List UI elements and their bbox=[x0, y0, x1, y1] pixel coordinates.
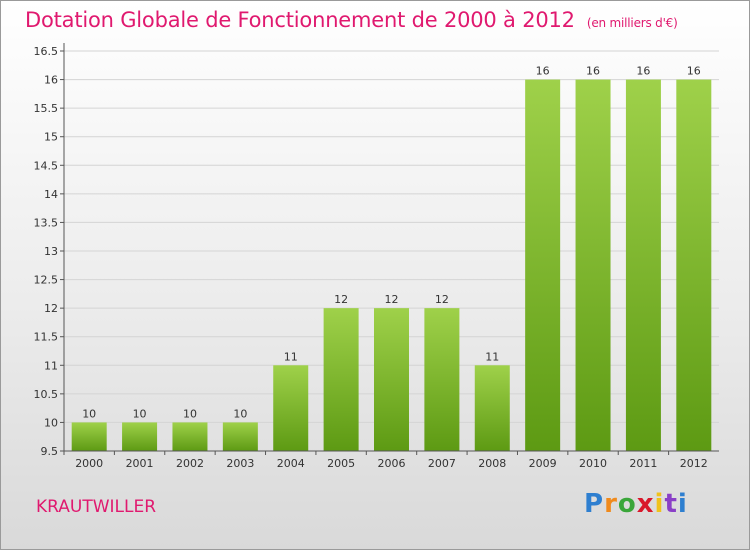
logo-letter: P bbox=[584, 489, 605, 519]
y-tick-label: 15 bbox=[44, 131, 58, 144]
bar bbox=[172, 422, 208, 451]
x-tick-label: 2007 bbox=[428, 457, 456, 470]
data-labels: 10 10 10 10 11 12 12 12 11 16 16 16 16 bbox=[82, 65, 701, 421]
y-axis-ticks: 9.5 10 10.5 11 11.5 12 12.5 13 13.5 14 14.5 15 15.5 1… bbox=[34, 45, 64, 458]
y-tick-label: 13.5 bbox=[34, 216, 59, 229]
y-tick-label: 11.5 bbox=[34, 331, 59, 344]
y-tick-label: 14.5 bbox=[34, 159, 59, 172]
bar bbox=[424, 308, 460, 451]
data-label: 12 bbox=[334, 293, 348, 306]
y-tick-label: 9.5 bbox=[41, 445, 59, 458]
data-label: 11 bbox=[284, 350, 298, 363]
y-tick-label: 16 bbox=[44, 74, 58, 87]
bar bbox=[525, 79, 561, 452]
bar bbox=[575, 79, 611, 452]
y-tick-label: 14 bbox=[44, 188, 58, 201]
data-label: 16 bbox=[536, 65, 550, 78]
x-axis-ticks: 2000 2001 2002 2003 2004 2005 2006 2007 2008 2009… bbox=[63, 451, 708, 470]
x-tick-label: 2011 bbox=[629, 457, 657, 470]
y-tick-label: 16.5 bbox=[34, 45, 59, 58]
proxiti-logo: Proxiti bbox=[584, 489, 688, 519]
x-tick-label: 2003 bbox=[226, 457, 254, 470]
y-tick-label: 10.5 bbox=[34, 388, 59, 401]
data-label: 16 bbox=[636, 65, 650, 78]
data-label: 10 bbox=[82, 407, 96, 420]
bar bbox=[323, 308, 359, 451]
logo-letter: r bbox=[604, 489, 618, 519]
y-tick-label: 12 bbox=[44, 302, 58, 315]
bar bbox=[222, 422, 258, 451]
x-tick-label: 2004 bbox=[277, 457, 305, 470]
data-label: 10 bbox=[183, 407, 197, 420]
data-label: 16 bbox=[687, 65, 701, 78]
logo-letter: o bbox=[617, 489, 637, 519]
y-tick-label: 11 bbox=[44, 359, 58, 372]
data-label: 10 bbox=[133, 407, 147, 420]
logo-letter: t bbox=[664, 489, 678, 519]
data-label: 12 bbox=[385, 293, 399, 306]
bar bbox=[474, 365, 510, 451]
data-label: 11 bbox=[485, 350, 499, 363]
bar bbox=[625, 79, 661, 452]
x-tick-label: 2000 bbox=[75, 457, 103, 470]
x-tick-label: 2012 bbox=[680, 457, 708, 470]
logo-letter: x bbox=[636, 489, 655, 519]
bar bbox=[122, 422, 158, 451]
x-tick-label: 2010 bbox=[579, 457, 607, 470]
chart-title-text: Dotation Globale de Fonctionnement de 20… bbox=[25, 8, 575, 32]
data-label: 12 bbox=[435, 293, 449, 306]
bar bbox=[374, 308, 409, 451]
x-tick-label: 2006 bbox=[378, 457, 406, 470]
bars bbox=[71, 79, 712, 452]
y-tick-label: 15.5 bbox=[34, 102, 59, 115]
bar bbox=[676, 79, 712, 452]
chart-title: Dotation Globale de Fonctionnement de 20… bbox=[25, 8, 678, 32]
y-tick-label: 13 bbox=[44, 245, 58, 258]
chart-unit: (en milliers d'€) bbox=[586, 16, 678, 30]
data-label: 16 bbox=[586, 65, 600, 78]
bar bbox=[273, 365, 309, 451]
x-tick-label: 2002 bbox=[176, 457, 204, 470]
logo-letter: i bbox=[677, 489, 688, 519]
bar bbox=[71, 422, 107, 451]
x-tick-label: 2005 bbox=[327, 457, 355, 470]
x-tick-label: 2008 bbox=[478, 457, 506, 470]
commune-name: KRAUTWILLER bbox=[36, 497, 157, 517]
x-tick-label: 2001 bbox=[126, 457, 154, 470]
y-tick-label: 12.5 bbox=[34, 274, 59, 287]
logo-letter: i bbox=[654, 489, 665, 519]
x-tick-label: 2009 bbox=[529, 457, 557, 470]
y-tick-label: 10 bbox=[44, 416, 58, 429]
data-label: 10 bbox=[233, 407, 247, 420]
